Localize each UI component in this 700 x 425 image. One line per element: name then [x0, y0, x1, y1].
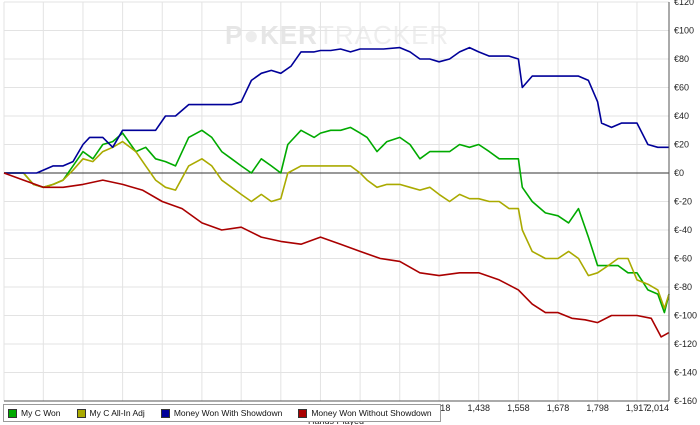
- legend-label: Money Won Without Showdown: [311, 408, 432, 418]
- y-tick-label: €20: [674, 140, 689, 150]
- x-tick-label: 1,438: [467, 403, 490, 413]
- y-tick-label: €0: [674, 168, 684, 178]
- series-line-money-won-without-showdown: [3, 172, 670, 338]
- y-tick-label: €-20: [674, 197, 692, 207]
- legend-item-money-won-without-showdown: Money Won Without Showdown: [298, 408, 432, 418]
- legend-swatch: [8, 408, 17, 418]
- series-line-my-c-all-in-adj: [4, 140, 670, 310]
- y-tick-labels: €120 €100 €80 €60 €40 €20 €0 €-20 €-40 €-60 €-80 €-…: [674, 0, 697, 406]
- watermark: P●KERTRACKER: [225, 20, 449, 50]
- legend-item-my-c-won: My C Won: [8, 408, 61, 418]
- y-tick-label: €-100: [674, 311, 697, 321]
- x-tick-label: 1,678: [547, 403, 570, 413]
- legend: My C Won My C All-In Adj Money Won With Sh…: [3, 404, 441, 422]
- legend-label: Money Won With Showdown: [173, 408, 283, 418]
- y-tick-label: €100: [674, 26, 694, 36]
- y-tick-label: €-120: [674, 339, 697, 349]
- x-tick-label: 1,917: [626, 403, 649, 413]
- legend-label: My C Won: [21, 408, 61, 418]
- y-tick-label: €-160: [674, 396, 697, 406]
- series-line-money-won-with-showdown: [4, 46, 669, 174]
- y-tick-label: €120: [674, 0, 694, 7]
- y-tick-label: €-60: [674, 254, 692, 264]
- y-tick-label: €-140: [674, 368, 697, 378]
- y-tick-label: €60: [674, 83, 689, 93]
- x-tick-label: 2,014: [646, 403, 669, 413]
- series-lines: [3, 46, 670, 338]
- y-tick-label: €80: [674, 54, 689, 64]
- legend-swatch: [298, 408, 308, 418]
- y-tick-label: €-40: [674, 225, 692, 235]
- series-line-my-c-won: [4, 126, 670, 314]
- grid: [3, 1, 670, 402]
- x-tick-label: 1,558: [507, 403, 530, 413]
- x-tick-label: 1,798: [586, 403, 609, 413]
- legend-swatch: [76, 408, 86, 418]
- y-tick-label: €40: [674, 111, 689, 121]
- legend-item-my-c-all-in-adj: My C All-In Adj: [76, 408, 145, 418]
- legend-item-money-won-with-showdown: Money Won With Showdown: [160, 408, 283, 418]
- legend-swatch: [160, 408, 170, 418]
- legend-label: My C All-In Adj: [89, 408, 145, 418]
- y-tick-label: €-80: [674, 282, 692, 292]
- poker-chip-icon: ●: [243, 20, 260, 50]
